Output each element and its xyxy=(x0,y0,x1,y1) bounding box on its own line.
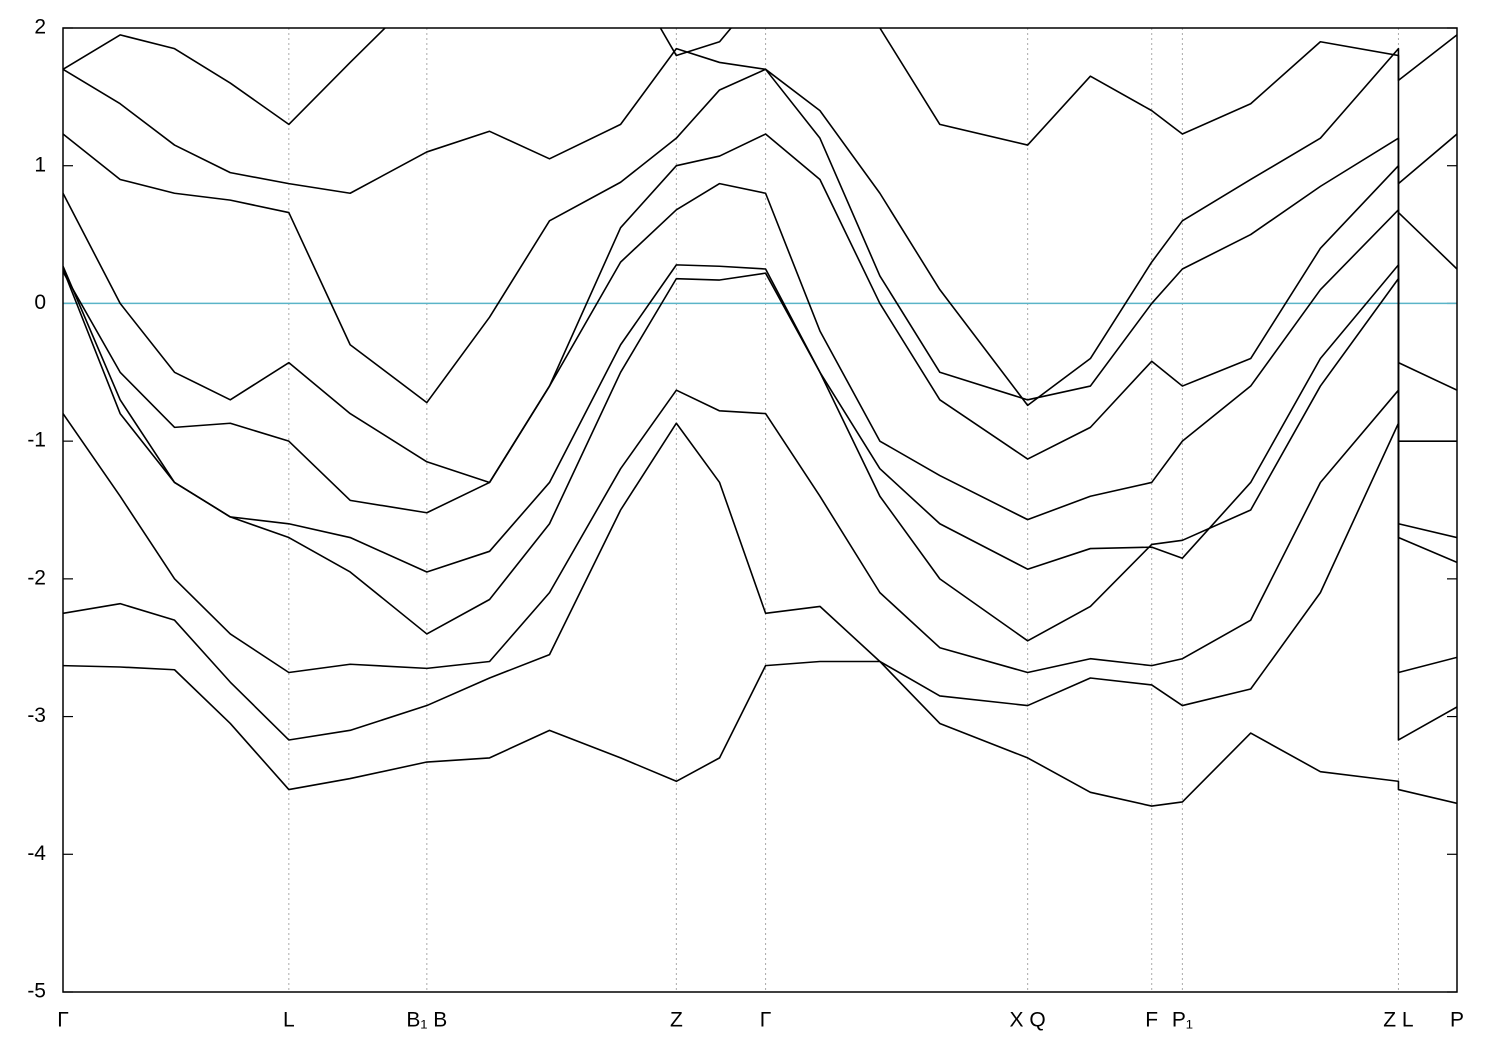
band xyxy=(63,389,1457,674)
plot-frame xyxy=(62,27,1458,993)
x-tick-label: Z xyxy=(670,1009,683,1032)
y-tick-label: 0 xyxy=(34,291,46,314)
band xyxy=(63,264,1457,573)
band xyxy=(63,422,1457,741)
band xyxy=(63,268,1457,642)
x-tick-label: Γ xyxy=(57,1009,69,1032)
x-tick-label: Γ xyxy=(760,1009,772,1032)
y-tick-label: -5 xyxy=(27,980,46,1003)
x-tick-label: F xyxy=(1145,1009,1158,1032)
bands xyxy=(63,28,1457,807)
band xyxy=(63,660,1457,807)
band xyxy=(63,133,1457,484)
x-tick-label: B₁ B xyxy=(406,1009,447,1032)
y-tick-label: 1 xyxy=(34,153,46,176)
x-tick-label: P xyxy=(1450,1009,1464,1032)
tick-labels: -5 -4 -3 -2 -1 0 1 2 Γ L B₁ B Z Γ X Q F P₁ Z L P xyxy=(27,16,1464,1032)
band xyxy=(63,68,1457,404)
band xyxy=(63,182,1457,521)
y-tick-label: 2 xyxy=(34,16,46,39)
grid xyxy=(62,27,1458,993)
y-tick-label: -1 xyxy=(27,429,46,452)
x-tick-label: L xyxy=(283,1009,295,1032)
y-tick-label: -4 xyxy=(27,842,46,865)
x-tick-label: P₁ xyxy=(1172,1009,1193,1032)
band xyxy=(63,28,1457,146)
x-tick-label: Z L xyxy=(1383,1009,1413,1032)
band xyxy=(63,47,1457,407)
x-tick-label: X Q xyxy=(1010,1009,1046,1032)
y-tick-label: -2 xyxy=(27,566,46,589)
y-tick-label: -3 xyxy=(27,704,46,727)
